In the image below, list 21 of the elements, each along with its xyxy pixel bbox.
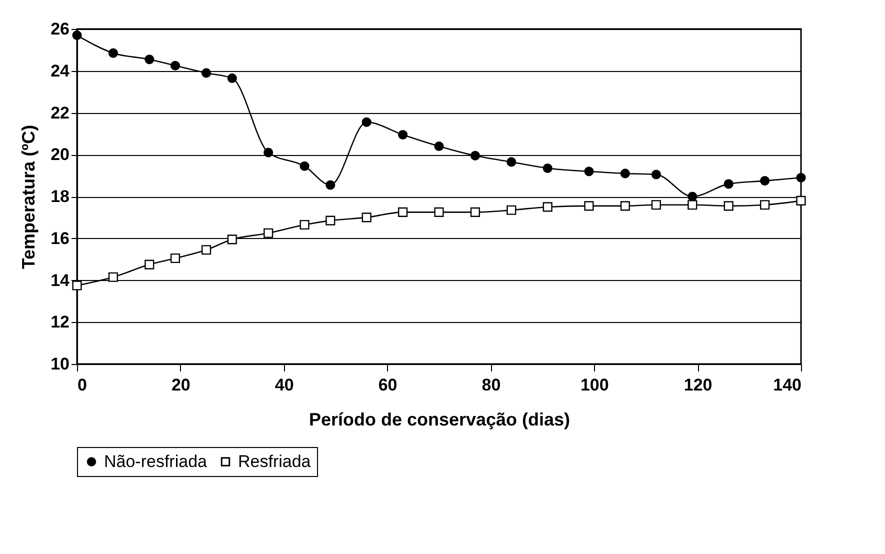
- y-tick-label: 10: [50, 354, 70, 374]
- x-tick-label: 120: [684, 376, 712, 394]
- x-tick-label: 40: [274, 376, 294, 394]
- x-tick-label: 80: [482, 376, 501, 394]
- x-tick-label: 60: [378, 376, 398, 394]
- y-tick-label: 20: [50, 145, 70, 164]
- x-tick-label: 20: [171, 376, 190, 394]
- legend-label: Não-resfriada: [104, 452, 208, 471]
- legend-label: Resfriada: [238, 452, 312, 471]
- y-tick-label: 22: [50, 103, 70, 122]
- x-axis-title: Período de conservação (dias): [308, 410, 570, 430]
- y-tick-label: 12: [50, 312, 70, 332]
- y-tick-label: 26: [50, 20, 70, 38]
- y-tick-label: 18: [50, 187, 70, 206]
- y-tick-label: 24: [50, 61, 70, 80]
- x-tick-label: 100: [580, 376, 609, 394]
- y-tick-label: 16: [50, 228, 70, 248]
- x-tick-label: 0: [78, 376, 87, 394]
- y-tick-label: 14: [50, 270, 70, 290]
- x-tick-label: 140: [773, 376, 802, 394]
- y-axis-title: Temperatura (ºC): [18, 124, 39, 270]
